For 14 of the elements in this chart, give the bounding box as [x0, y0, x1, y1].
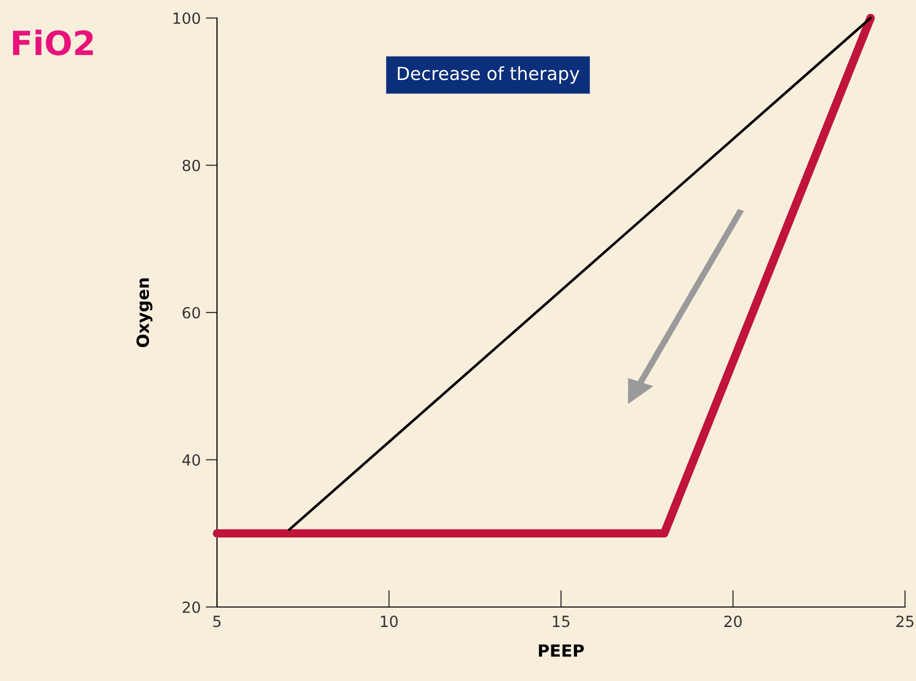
x-tick-label: 10: [380, 616, 398, 628]
y-tick-label: 60: [182, 306, 200, 319]
x-tick-label: 25: [896, 616, 914, 628]
x-tick-label: 20: [724, 616, 742, 628]
y-tick-label: 80: [182, 160, 200, 172]
y-tick-label: 20: [182, 601, 200, 614]
x-axis-title: PEEP: [538, 644, 584, 657]
chart-title: FiO2: [13, 30, 93, 56]
y-axis-title: Oxygen: [136, 278, 152, 348]
x-tick-label: 5: [213, 616, 221, 628]
x-tick-label: 15: [552, 616, 570, 628]
y-tick-label: 40: [182, 454, 200, 466]
annotation: Decrease of therapy: [398, 66, 580, 84]
y-tick-label: 100: [174, 12, 200, 24]
